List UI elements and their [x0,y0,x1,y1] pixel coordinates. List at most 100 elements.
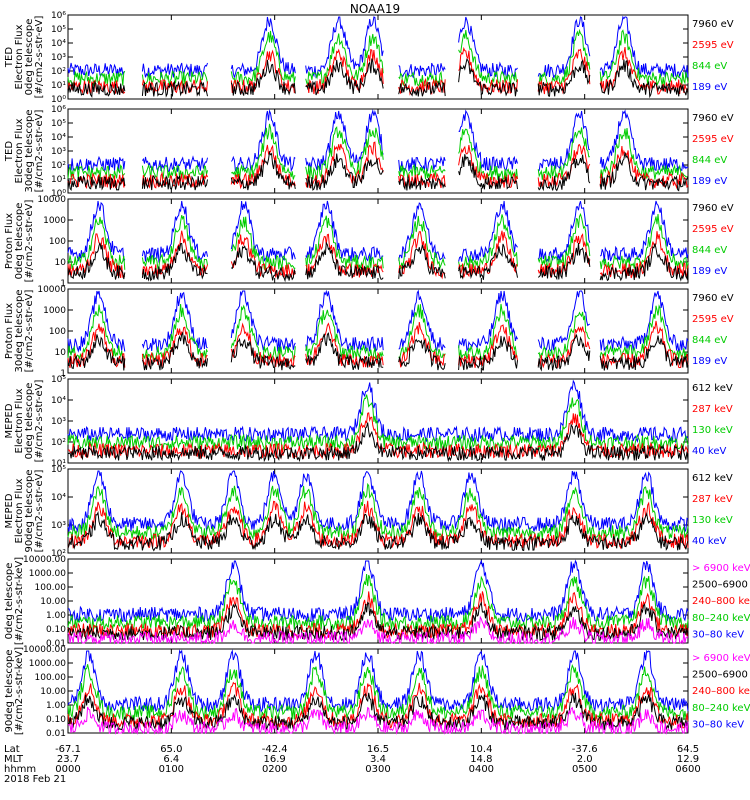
series-line [67,649,689,713]
y-tick-label: 1 [60,369,66,379]
y-tick-label: 10 [55,348,67,358]
series-line [67,46,689,96]
panel-5: 10¹ 10² 10³ 10⁴ 10⁵ MEPED Electron Flux 0deg te… [4,375,733,469]
y-axis-label: 30deg telescope [24,109,35,192]
legend-entry: 7960 eV [692,293,734,304]
y-axis-label: [#/cm2-s-str-keV] [14,557,25,645]
legend-entry: 130 keV [692,425,733,436]
y-axis-label: [#/cm2-s-str-eV] [24,290,35,373]
legend-entry: 189 eV [692,266,727,277]
y-tick-label: 10⁰ [51,95,66,105]
legend-entry: 40 keV [692,536,726,547]
panel-3: 1 10 100 1000 10000 Proton Flux 0deg telescope… [4,195,734,289]
y-tick-label: 10⁵ [51,25,66,35]
y-tick-label: 10⁴ [51,133,66,143]
y-tick-label: 100.00 [35,583,67,593]
footer-value: 3.4 [370,754,386,765]
y-axis-label: 0deg telescope [24,19,35,96]
y-tick-label: 10¹ [51,459,66,469]
series-line [67,28,689,87]
legend-entry: 189 eV [692,176,727,187]
y-axis-label: 90deg telescope [24,469,35,552]
series-line [67,510,689,552]
y-tick-label: 10 [55,258,67,268]
series-line [67,601,689,643]
y-tick-label: 10¹ [51,81,66,91]
footer-value: 2.0 [577,754,593,765]
legend-entry: 7960 eV [692,113,734,124]
legend-entry: 612 keV [692,473,733,484]
y-axis-label: Electron Flux [14,478,25,543]
footer-value: -37.6 [572,744,598,755]
legend-entry: 2595 eV [692,40,734,51]
y-axis-label: MEPED [4,403,15,438]
chart-title: NOAA19 [350,2,400,16]
series-line [67,320,689,369]
y-tick-label: 0.10 [46,625,66,635]
y-tick-label: 10.00 [40,597,66,607]
legend-entry: 189 eV [692,82,727,93]
legend-entry: 2595 eV [692,224,734,235]
legend-entry: 30–80 keV [692,719,744,730]
y-tick-label: 10⁶ [51,11,66,21]
series-line [67,591,689,640]
legend-entry: 612 keV [692,383,733,394]
series-line [67,482,689,542]
y-tick-label: 100 [49,327,66,337]
legend-entry: 240–800 keV [692,596,750,607]
y-tick-label: 10² [51,161,66,171]
panel-2: 10⁰ 10¹ 10² 10³ 10⁴ 10⁵ 10⁶ TED Electron Flux 30d… [4,105,734,199]
y-tick-label: 10000.00 [23,555,66,565]
y-axis-label: Proton Flux [4,213,15,269]
legend-entry: 2500–6900 [692,670,748,681]
y-tick-label: 0.01 [46,639,66,649]
y-axis-label: Electron Flux [14,118,25,183]
legend-entry: 30–80 keV [692,629,744,640]
footer-row-label: Lat [4,744,20,755]
series-line [67,615,689,645]
y-tick-label: 10³ [51,53,66,63]
series-line [67,212,689,272]
y-tick-label: 10⁵ [51,465,66,475]
y-tick-label: 10⁰ [51,189,66,199]
legend-entry: > 6900 keV [692,563,750,574]
y-tick-label: 100.00 [35,673,67,683]
legend-entry: 7960 eV [692,203,734,214]
y-tick-label: 0.10 [46,715,66,725]
footer-value: 0200 [262,764,287,775]
series-line [67,58,689,99]
y-tick-label: 10³ [51,147,66,157]
y-tick-label: 10000 [37,195,66,205]
footer-value: 12.9 [677,754,699,765]
y-tick-label: 10⁴ [51,396,66,406]
footer-value: 10.4 [470,744,492,755]
y-tick-label: 10¹ [51,175,66,185]
y-tick-label: 1 [60,279,66,289]
y-tick-label: 1000 [43,216,66,226]
footer-value: 0300 [365,764,390,775]
legend-entry: 240–800 keV [692,686,750,697]
y-tick-label: 10⁶ [51,105,66,115]
series-line [67,706,689,735]
legend-entry: 80–240 keV [692,703,750,714]
legend-entry: > 6900 keV [692,653,750,664]
legend-entry: 287 keV [692,494,733,505]
panel-7: 0.01 0.10 1.00 10.00 100.00 1000.00 10000.00 0d… [4,555,750,649]
y-axis-label: 0deg telescope [14,203,25,280]
series-line [67,470,689,534]
y-tick-label: 1000.00 [29,659,66,669]
y-axis-label: 90deg telescope [4,649,15,732]
footer-value: 0600 [675,764,700,775]
series-line [67,241,689,283]
y-tick-label: 10⁴ [51,493,66,503]
y-tick-label: 10² [51,438,66,448]
y-axis-label: TED [4,141,15,162]
y-tick-label: 1.00 [46,611,66,621]
y-tick-label: 10² [51,549,66,559]
y-tick-label: 100 [49,237,66,247]
y-axis-label: [#/cm2-s-str-keV] [14,647,25,735]
legend-entry: 844 eV [692,155,727,166]
series-line [67,664,689,722]
